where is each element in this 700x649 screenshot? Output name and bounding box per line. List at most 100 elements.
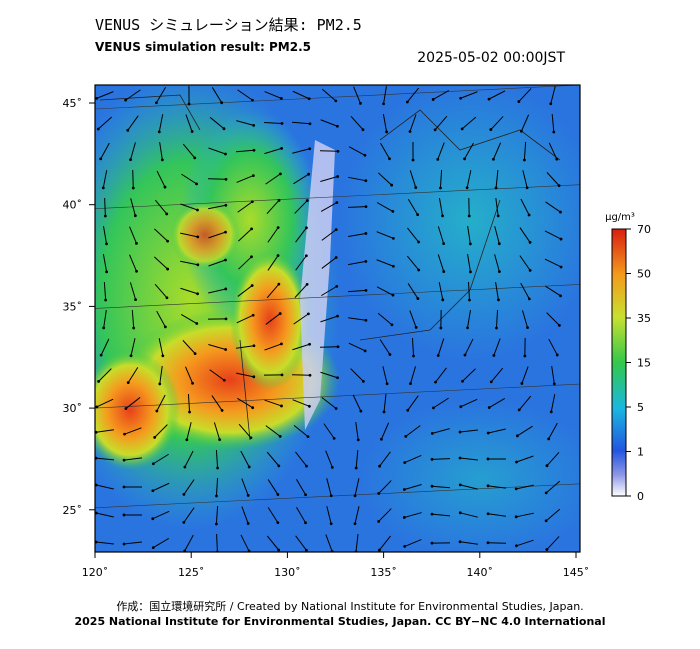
wind-arrow (325, 450, 333, 468)
wind-arrow (545, 480, 561, 494)
wind-arrow (321, 88, 337, 102)
wind-arrow (495, 169, 499, 189)
wind-arrow (241, 478, 249, 496)
wind-arrow (237, 285, 253, 297)
wind-arrow (152, 482, 170, 492)
wind-arrow (516, 455, 534, 463)
wind-head (364, 318, 368, 322)
wind-arrow (464, 142, 474, 160)
wind-arrow (379, 339, 391, 355)
wind-head (151, 489, 155, 493)
lat-label: 30˚ (63, 402, 83, 415)
wind-arrow (292, 399, 310, 407)
wind-arrow (320, 119, 338, 127)
wind-head (408, 130, 412, 133)
wind-head (307, 97, 311, 101)
wind-arrow (295, 535, 307, 551)
wind-arrow (460, 398, 478, 408)
wind-arrow (124, 457, 142, 461)
wind-arrow (379, 451, 391, 467)
wind-head (492, 354, 496, 357)
wind-head (469, 270, 472, 274)
lat-label: 45˚ (63, 97, 83, 110)
wind-arrow (409, 114, 417, 132)
wind-head (555, 157, 559, 161)
wind-head (545, 464, 549, 468)
wind-head (280, 146, 284, 150)
wind-arrow (237, 89, 253, 101)
wind-arrow (516, 539, 534, 547)
wind-head (405, 100, 409, 104)
wind-head (388, 157, 391, 161)
wind-arrow (545, 508, 561, 522)
wind-head (364, 179, 368, 183)
wind-head (391, 209, 395, 213)
wind-arrow (404, 484, 422, 490)
wind-arrow (521, 366, 529, 384)
wind-head (306, 312, 310, 316)
wind-arrow (130, 338, 136, 356)
wind-head (126, 381, 130, 385)
wind-head (497, 270, 501, 274)
wind-arrow (548, 142, 558, 160)
colorbar-tick-label: 5 (637, 401, 644, 414)
wind-head (515, 460, 518, 464)
wind-arrow (321, 229, 337, 241)
wind-head (359, 101, 362, 105)
wind-arrow (437, 226, 445, 244)
wind-head (549, 102, 553, 106)
wind-arrow (406, 255, 420, 271)
wind-head (220, 101, 224, 105)
wind-arrow (467, 254, 471, 272)
wind-arrow (103, 310, 107, 328)
wind-head (459, 96, 463, 100)
colorbar (611, 228, 627, 497)
wind-arrow (517, 425, 533, 437)
wind-arrow (123, 541, 143, 545)
wind-head (458, 511, 462, 515)
wind-head (414, 326, 418, 329)
wind-arrow (180, 287, 198, 295)
lon-label: 145˚ (563, 566, 590, 579)
wind-head (430, 512, 434, 516)
wind-head (552, 130, 556, 134)
wind-head (466, 326, 469, 330)
wind-arrow (155, 86, 167, 104)
wind-head (182, 493, 186, 496)
wind-arrow (550, 86, 556, 104)
wind-arrow (490, 116, 504, 130)
wind-head (486, 512, 490, 516)
wind-head (132, 326, 136, 330)
wind-head (436, 157, 440, 161)
graticule (95, 284, 580, 309)
wind-head (166, 267, 170, 271)
wind-arrow (353, 86, 361, 104)
wind-arrow (295, 479, 307, 495)
wind-head (359, 409, 363, 413)
wind-arrow (407, 395, 419, 411)
wind-head (280, 342, 283, 346)
wind-arrow (438, 198, 444, 216)
wind-head (402, 488, 406, 491)
wind-arrow (154, 199, 168, 215)
wind-arrow (546, 172, 560, 186)
wind-head (430, 431, 434, 435)
wind-head (412, 354, 415, 358)
wind-arrow (378, 508, 392, 522)
wind-head (489, 380, 493, 384)
wind-head (336, 175, 340, 178)
wind-head (388, 353, 392, 356)
wind-arrow (215, 449, 219, 469)
wind-arrow (460, 457, 478, 461)
graticule (95, 383, 580, 409)
wind-arrow (404, 512, 422, 518)
wind-head (95, 540, 98, 544)
wind-arrow (184, 534, 194, 552)
wind-head (95, 96, 99, 100)
wind-arrow (294, 284, 308, 298)
wind-arrow (431, 458, 451, 460)
wind-arrow (431, 513, 451, 517)
wind-arrow (240, 450, 250, 468)
wind-head (403, 545, 407, 548)
colorbar-tick-label: 0 (637, 490, 644, 503)
